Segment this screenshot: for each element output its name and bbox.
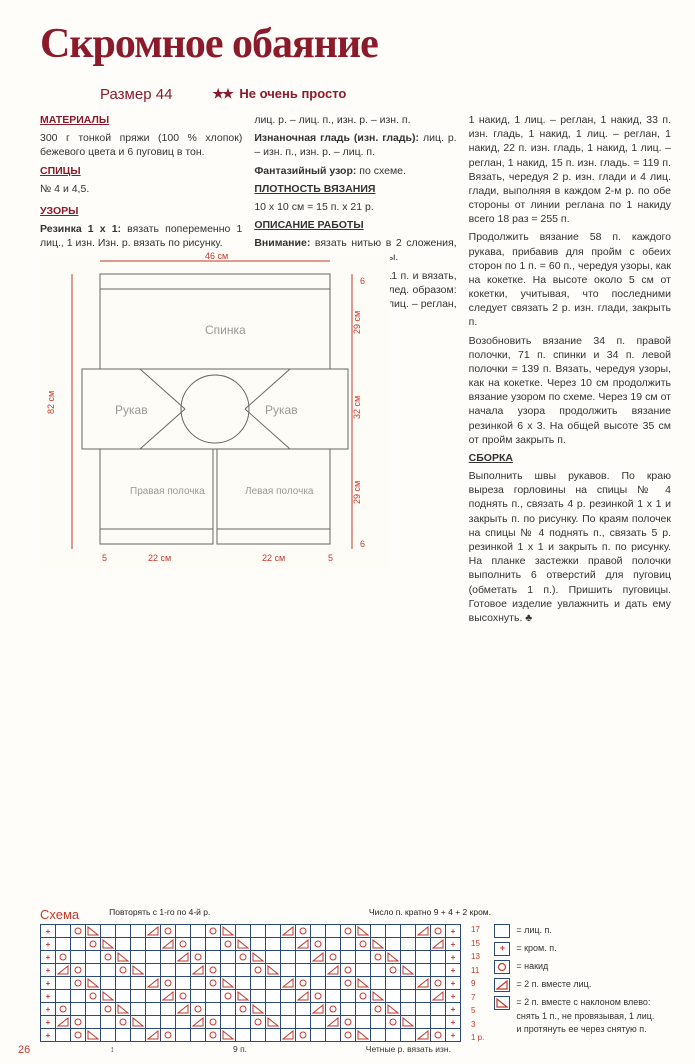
dim-top: 46 см <box>205 251 228 261</box>
heading-gauge: ПЛОТНОСТЬ ВЯЗАНИЯ <box>254 183 375 195</box>
star-icon: ★★ <box>212 86 231 101</box>
row-numbers: 1715131197531 р. <box>471 924 484 1042</box>
chart-repeat: Повторять с 1-го по 4-й р. <box>109 907 210 924</box>
page: Скромное обаяние Размер 44 ★★ Не очень п… <box>0 0 695 1064</box>
label-front-l: Левая полочка <box>245 486 314 497</box>
dim-b3: 22 см <box>262 553 285 563</box>
dim-front-h: 29 см <box>352 481 362 504</box>
revst-head: Изнаночная гладь (изн. гладь): <box>254 132 419 144</box>
chart-wrap: ++++++++++++++++++ ↕ 9 п. Четные р. вяза… <box>40 924 671 1054</box>
fancy-text: по схеме. <box>356 165 406 177</box>
dim-6b: 6 <box>360 539 365 549</box>
stst-text: лиц. р. – лиц. п., изн. р. – изн. п. <box>254 113 456 127</box>
difficulty: ★★ Не очень просто <box>212 86 346 103</box>
header-row: Размер 44 ★★ Не очень просто <box>40 86 671 103</box>
plus-icon: + <box>494 942 510 956</box>
legend-box-empty <box>494 924 510 938</box>
chart-section: Схема Повторять с 1-го по 4-й р. Число п… <box>40 907 671 1054</box>
garment-schematic: 46 см 82 см 6 29 см 32 см 29 см 6 Спинка <box>40 249 390 569</box>
stitch-chart: ++++++++++++++++++ ↕ 9 п. Четные р. вяза… <box>40 924 461 1054</box>
chart-title: Схема <box>40 907 79 922</box>
materials-text: 300 г тонкой пряжи (100 % хлопок) бежево… <box>40 131 242 159</box>
assembly-text: Выполнить швы рукавов. По краю выреза го… <box>469 469 671 625</box>
dim-b1: 5 <box>102 553 107 563</box>
column-3: 1 накид, 1 лиц. – реглан, 1 накид, 33 п.… <box>469 113 671 629</box>
chart-legend: = лиц. п. + = кром. п. = накид = 2 п. вм… <box>494 924 656 1041</box>
page-title: Скромное обаяние <box>40 20 671 68</box>
heading-materials: МАТЕРИАЛЫ <box>40 114 109 126</box>
legend-lic: = лиц. п. <box>494 924 656 938</box>
legend-tog2: = 2 п. вместе лиц. <box>494 978 656 992</box>
dim-6t: 6 <box>360 276 365 286</box>
heading-assembly: СБОРКА <box>469 452 513 464</box>
triangle-left-icon <box>494 996 510 1010</box>
gauge-text: 10 х 10 см = 15 п. х 21 р. <box>254 200 456 214</box>
legend-nakid: = накид <box>494 960 656 974</box>
schematic-block: 46 см 82 см 6 29 см 32 см 29 см 6 Спинка <box>40 249 400 569</box>
legend-dec2: = 2 п. вместе с наклоном влево: снять 1 … <box>494 996 656 1037</box>
label-sleeve-l: Рукав <box>115 403 148 417</box>
attention-head: Внимание: <box>254 237 310 249</box>
body3-3: Возобновить вязание 34 п. правой полочки… <box>469 334 671 447</box>
size-label: Размер 44 <box>100 86 172 103</box>
chart-9p: 9 п. <box>233 1044 247 1054</box>
difficulty-text: Не очень просто <box>239 86 346 101</box>
dim-b2: 22 см <box>148 553 171 563</box>
label-back: Спинка <box>205 323 246 337</box>
body3-2: Продолжить вязание 58 п. каждого рукава,… <box>469 230 671 329</box>
dim-back-h: 29 см <box>352 311 362 334</box>
heading-needles: СПИЦЫ <box>40 165 81 177</box>
dim-height: 82 см <box>46 391 56 414</box>
legend-krom: + = кром. п. <box>494 942 656 956</box>
triangle-right-icon <box>494 978 510 992</box>
heading-work: ОПИСАНИЕ РАБОТЫ <box>254 219 363 231</box>
chart-even: Четные р. вязать изн. <box>366 1044 451 1054</box>
page-number: 26 <box>18 1044 30 1056</box>
chart-mult: Число п. кратно 9 + 4 + 2 кром. <box>369 907 491 924</box>
label-sleeve-r: Рукав <box>265 403 298 417</box>
dim-mid-h: 32 см <box>352 396 362 419</box>
rib11-head: Резинка 1 х 1: <box>40 223 121 235</box>
dim-b4: 5 <box>328 553 333 563</box>
label-front-r: Правая полочка <box>130 486 205 497</box>
body3-1: 1 накид, 1 лиц. – реглан, 1 накид, 33 п.… <box>469 113 671 226</box>
circle-icon <box>494 960 510 974</box>
fancy-head: Фантазийный узор: <box>254 165 356 177</box>
heading-patterns: УЗОРЫ <box>40 205 78 217</box>
needles-text: № 4 и 4,5. <box>40 182 242 196</box>
